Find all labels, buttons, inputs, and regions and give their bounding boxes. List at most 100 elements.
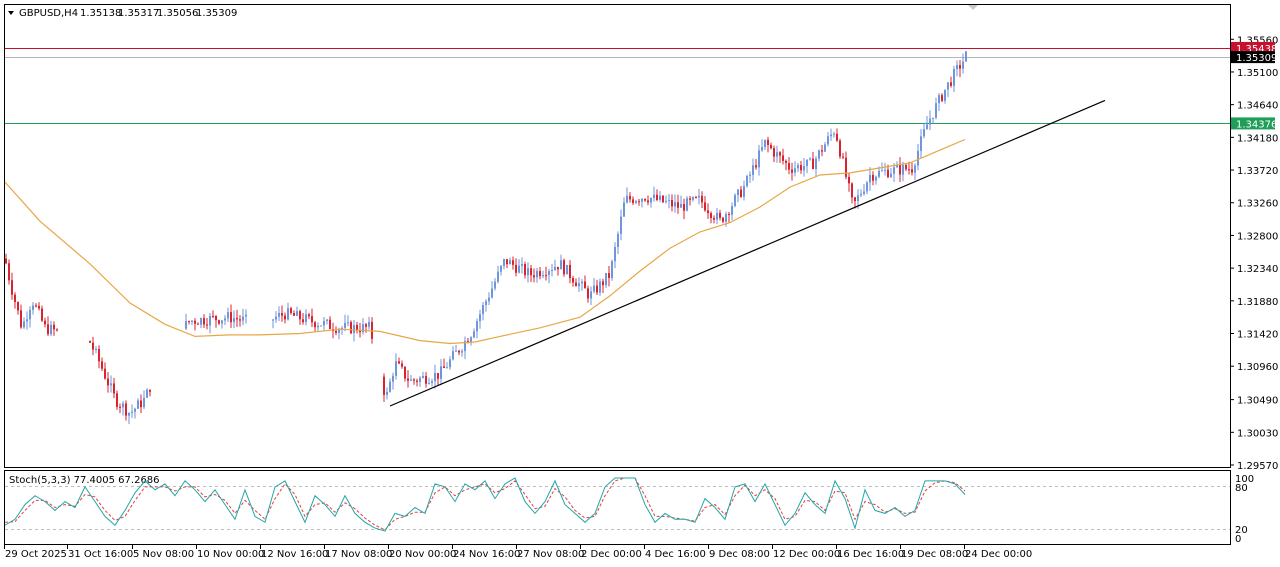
candle-body: [740, 189, 742, 197]
candle-body: [488, 297, 490, 302]
candle-body: [224, 318, 226, 321]
candle-body: [941, 95, 943, 101]
stoch-tick-20: 20: [1235, 525, 1248, 536]
candle-body: [302, 319, 304, 323]
candle-body: [404, 366, 406, 379]
candle-body: [731, 205, 733, 215]
candle-body: [338, 329, 340, 333]
candle-body: [200, 318, 202, 325]
candle-body: [542, 275, 544, 277]
candle-body: [395, 361, 397, 376]
candle-body: [515, 264, 517, 273]
time-tick-label: 20 Nov 00:00: [389, 549, 456, 560]
candle-body: [101, 361, 103, 369]
candle-body: [773, 148, 775, 157]
candle-body: [38, 305, 40, 309]
candle-body: [449, 359, 451, 368]
stoch-label: Stoch(5,3,3) 77.4005 67.2686: [9, 475, 160, 486]
candle-body: [926, 124, 928, 130]
candle-body: [767, 139, 769, 145]
candle-body: [425, 375, 427, 384]
candle-body: [746, 176, 748, 187]
candle-body: [722, 217, 724, 222]
candle-body: [389, 381, 391, 392]
candle-body: [707, 210, 709, 214]
price-tick-label: 1.33260: [1237, 199, 1278, 210]
stoch-tick-100: 100: [1235, 474, 1254, 485]
candle-body: [245, 314, 247, 317]
candle-body: [500, 265, 502, 272]
candle-body: [557, 266, 559, 270]
candle-body: [908, 169, 910, 171]
candle-body: [431, 381, 433, 383]
candle-body: [596, 285, 598, 293]
candle-body: [407, 378, 409, 381]
candle-body: [368, 321, 370, 327]
candle-body: [122, 403, 124, 408]
candle-body: [935, 103, 937, 118]
candle-body: [443, 366, 445, 368]
candle-body: [56, 329, 58, 331]
candle-body: [524, 264, 526, 276]
candle-body: [455, 350, 457, 352]
candle-body: [125, 403, 127, 416]
candle-body: [437, 373, 439, 379]
candle-body: [668, 199, 670, 201]
candle-body: [554, 266, 556, 271]
candle-body: [755, 165, 757, 168]
candle-body: [938, 95, 940, 104]
candle-body: [650, 198, 652, 203]
candle-body: [893, 167, 895, 174]
candle-body: [881, 170, 883, 172]
candle-body: [548, 270, 550, 276]
candle-body: [611, 261, 613, 278]
candle-body: [902, 164, 904, 175]
candle-body: [806, 159, 808, 167]
candle-body: [950, 82, 952, 86]
candle-body: [314, 322, 316, 328]
stoch-main-line: [4, 477, 966, 532]
candle-body: [770, 144, 772, 149]
candle-body: [896, 165, 898, 168]
time-tick-label: 31 Oct 16:00: [68, 549, 133, 560]
candle-body: [356, 324, 358, 331]
candle-body: [890, 173, 892, 178]
collapse-triangle-icon[interactable]: [8, 11, 14, 15]
stoch-tick-0: 0: [1235, 534, 1241, 545]
candle-body: [671, 199, 673, 207]
chart-shift-marker-icon[interactable]: [968, 5, 978, 10]
trend-line[interactable]: [389, 99, 1106, 407]
candle-body: [719, 212, 721, 218]
candle-body: [794, 168, 796, 173]
time-tick-label: 19 Dec 08:00: [901, 549, 968, 560]
candle-body: [830, 134, 832, 137]
symbol-label: GBPUSD,H4: [19, 8, 78, 19]
price-tick-label: 1.35560: [1237, 35, 1278, 46]
candle-body: [863, 191, 865, 194]
candle-body: [287, 308, 289, 320]
candle-body: [17, 302, 19, 311]
candle-body: [779, 152, 781, 156]
stoch-tick-80: 80: [1235, 483, 1248, 494]
candle-body: [233, 318, 235, 323]
price-tick-label: 1.34640: [1237, 101, 1278, 112]
candle-body: [566, 264, 568, 275]
candle-body: [887, 169, 889, 178]
candle-body: [872, 174, 874, 181]
candles-layer: [5, 51, 967, 425]
candle-body: [89, 341, 91, 343]
time-axis[interactable]: 29 Oct 2025 31 Oct 16:00 5 Nov 08:00 10 Nov…: [4, 545, 1033, 560]
candle-body: [206, 324, 208, 326]
candle-body: [323, 320, 325, 326]
candle-body: [422, 375, 424, 378]
candle-body: [704, 202, 706, 211]
candle-body: [626, 195, 628, 203]
candle-body: [932, 117, 934, 119]
candle-body: [824, 144, 826, 152]
candle-body: [428, 382, 430, 384]
price-axis[interactable]: 1.35560 1.35100 1.34640 1.34180 1.33720 1.332…: [1230, 35, 1278, 472]
candle-body: [536, 270, 538, 278]
candle-body: [185, 321, 187, 329]
price-tick-label: 1.30960: [1237, 362, 1278, 373]
